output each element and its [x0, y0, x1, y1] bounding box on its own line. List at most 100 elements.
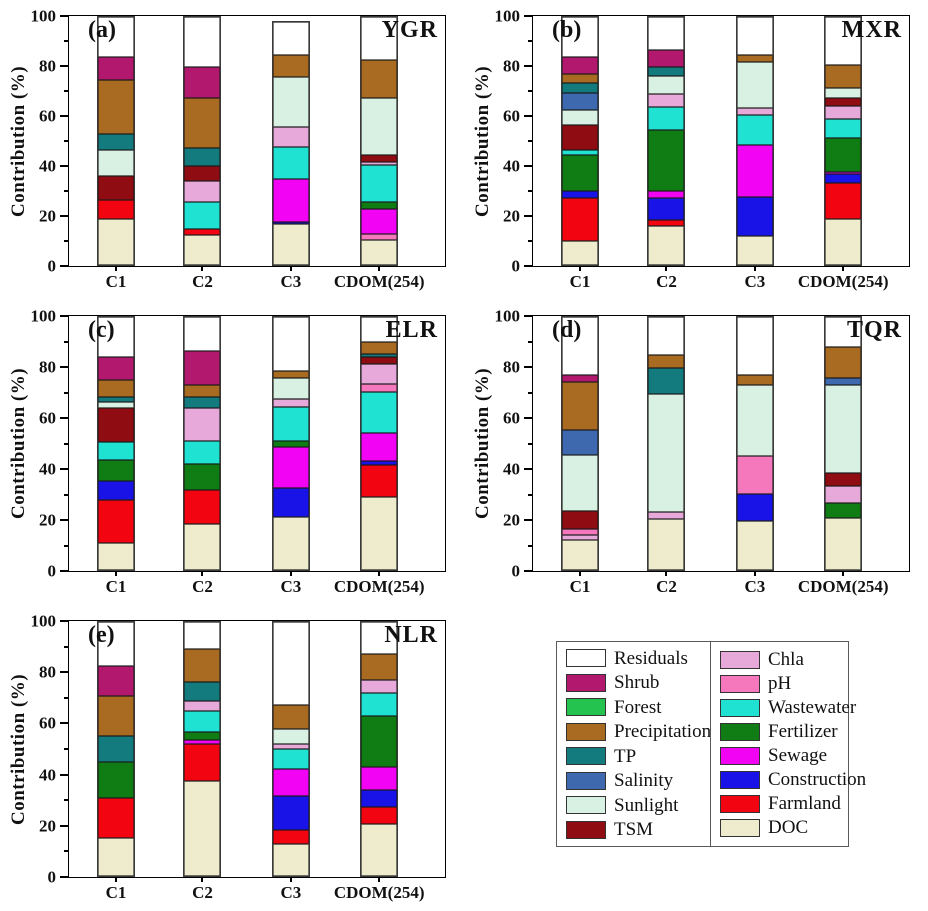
legend-item-doc: DOC	[711, 817, 848, 838]
segment-construction	[272, 221, 309, 225]
y-tick-60	[60, 722, 68, 725]
segment-precipitation	[184, 648, 221, 682]
y-tick-10	[64, 544, 68, 547]
segment-shrub	[184, 66, 221, 98]
plot-area-b: 0 20 40 60 80 100 C1 C2 C3 CDOM(254)	[495, 8, 910, 290]
segment-precipitation	[736, 55, 773, 62]
y-tick-label-100: 100	[30, 611, 57, 631]
segment-tsm	[825, 472, 862, 487]
y-tick-20	[60, 824, 68, 827]
legend-item-construction: Construction	[711, 769, 866, 790]
segment-farmland	[562, 197, 598, 242]
legend-swatch-sunlight	[566, 796, 606, 815]
segment-fertilizer	[184, 463, 221, 491]
segment-chla	[272, 743, 309, 749]
segment-residuals	[98, 622, 134, 667]
segment-wastewater	[184, 201, 221, 229]
x-tick-C1	[579, 571, 581, 576]
y-tick-60	[524, 417, 532, 419]
segment-farmland	[825, 183, 862, 220]
legend-item-chla: Chla	[711, 649, 848, 670]
segment-fertilizer	[98, 761, 134, 799]
segment-tp	[648, 367, 685, 395]
y-tick-20	[60, 519, 68, 521]
bar-a-CDOM(254)	[360, 16, 399, 266]
legend-swatch-fertilizer	[720, 722, 760, 741]
legend-item-wastewater: Wastewater	[711, 697, 856, 718]
segment-doc	[272, 224, 309, 265]
segment-tp	[184, 396, 221, 409]
y-axis-title: Contribution (%)	[472, 65, 493, 217]
segment-doc	[825, 518, 862, 570]
legend-label-sewage: Sewage	[768, 745, 828, 766]
y-tick-30	[64, 493, 68, 496]
segment-doc	[648, 226, 685, 265]
segment-fertilizer	[361, 201, 398, 210]
y-tick-10	[64, 850, 68, 853]
segment-sunlight	[648, 76, 685, 94]
y-tick-label-40: 40	[39, 156, 56, 176]
bar-b-CDOM(254)	[824, 16, 863, 266]
y-tick-label-60: 60	[39, 408, 56, 428]
segment-sunlight	[648, 394, 685, 512]
legend-item-salinity: Salinity	[557, 770, 710, 791]
segment-tp	[98, 736, 134, 762]
y-tick-label-0: 0	[511, 561, 521, 581]
panel-letter: (e)	[88, 622, 115, 648]
segment-shrub	[562, 375, 598, 382]
segment-farmland	[98, 500, 134, 544]
segment-farmland	[98, 200, 134, 220]
segment-sunlight	[272, 377, 309, 400]
x-tick-C2	[665, 266, 668, 271]
x-tick-CDOM(254)	[378, 266, 381, 271]
plot-area-c: 0 20 40 60 80 100 C1 C2 C3 CDOM(254)	[31, 308, 446, 595]
segment-doc	[361, 240, 398, 265]
bar-e-CDOM(254)	[360, 621, 399, 877]
y-axis-title: Contribution (%)	[472, 367, 493, 520]
x-label-C2: C2	[192, 883, 213, 902]
legend-swatch-forest	[566, 698, 606, 717]
segment-chla	[361, 162, 398, 165]
legend-swatch-residuals	[566, 649, 606, 668]
segment-tsm	[184, 165, 221, 181]
y-tick-90	[64, 340, 68, 343]
segment-residuals	[184, 317, 221, 352]
y-tick-20	[524, 519, 532, 521]
y-tick-100	[524, 315, 532, 317]
bar-b-C2	[647, 16, 686, 266]
x-label-C3: C3	[744, 272, 766, 291]
legend-swatch-wastewater	[720, 698, 760, 717]
legend-swatch-shrub	[566, 673, 606, 692]
x-tick-C1	[115, 266, 117, 271]
segment-construction	[648, 197, 685, 221]
y-tick-label-20: 20	[39, 206, 56, 226]
x-label-C1: C1	[569, 577, 591, 596]
segment-residuals	[562, 17, 598, 57]
segment-precipitation	[361, 342, 398, 354]
legend-item-forest: Forest	[557, 697, 710, 718]
segment-tsm	[562, 124, 598, 150]
bar-c-CDOM(254)	[360, 316, 399, 571]
x-label-C1: C1	[569, 272, 591, 291]
segment-shrub	[562, 56, 598, 75]
legend-item-shrub: Shrub	[557, 672, 710, 693]
segment-sunlight	[562, 109, 598, 125]
bar-b-C1	[561, 16, 599, 266]
segment-farmland	[184, 490, 221, 525]
x-label-CDOM(254): CDOM(254)	[797, 272, 889, 291]
segment-construction	[736, 196, 773, 237]
y-tick-label-20: 20	[39, 816, 56, 836]
segment-wastewater	[98, 442, 134, 460]
x-label-CDOM(254): CDOM(254)	[333, 577, 425, 596]
segment-ph	[361, 384, 398, 392]
y-tick-80	[60, 65, 68, 67]
segment-residuals	[272, 317, 309, 372]
y-tick-90	[528, 340, 532, 343]
panel-b-mxr: Contribution (%) 0 20 40 60 80 100 C1 C2 C3 CDOM(…	[464, 0, 928, 300]
legend-label-salinity: Salinity	[614, 770, 674, 792]
legend-label-fertilizer: Fertilizer	[768, 721, 838, 742]
segment-doc	[361, 496, 398, 570]
legend-column-right: Chla pH Wastewater Fertilizer Sewage Construc…	[710, 641, 866, 847]
segment-wastewater	[272, 147, 309, 180]
segment-construction	[272, 487, 309, 517]
